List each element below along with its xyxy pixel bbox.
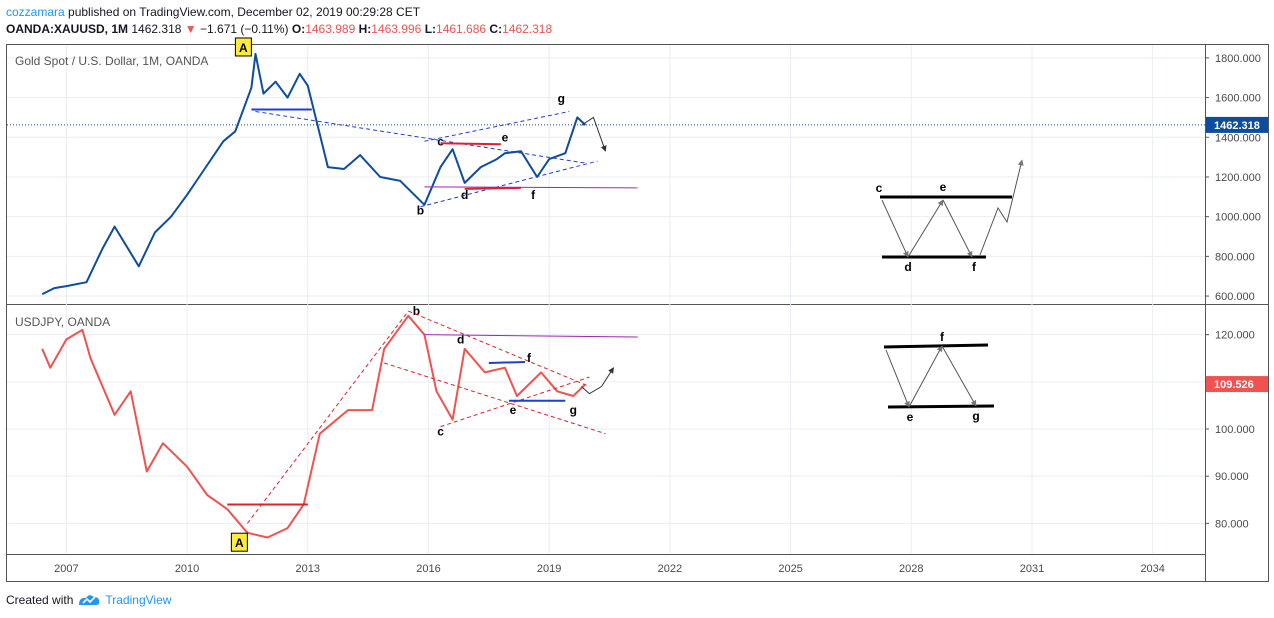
x-tick-label: 2019	[537, 563, 561, 575]
gold-last-price-tag	[1206, 116, 1268, 133]
high-label: H:	[358, 22, 372, 36]
usdjpy-scheme-label: g	[972, 409, 979, 423]
y-tick-label: 800.000	[1215, 251, 1255, 263]
wave-label: A	[235, 536, 244, 550]
gold-last-price-label: 1462.318	[1214, 120, 1260, 132]
usdjpy-scheme-arrow	[885, 349, 910, 408]
x-tick-label: 2016	[416, 563, 440, 575]
publish-header: cozzamara published on TradingView.com, …	[6, 5, 420, 19]
gold-lower-channel-line	[420, 160, 598, 208]
gold-scheme-arrow	[979, 159, 1024, 256]
gold-upper-wedge-line	[424, 110, 570, 142]
close-label: C:	[489, 22, 503, 36]
last-price: 1462.318	[131, 22, 182, 36]
usdjpy-scheme-arrow	[908, 345, 943, 408]
usdjpy-rising-trend-line	[247, 310, 409, 524]
usdjpy-projection-arrow	[581, 367, 614, 395]
usdjpy-falling-lower-line	[384, 362, 606, 435]
usdjpy-scheme-label: e	[907, 410, 914, 424]
wave-label: d	[457, 332, 464, 346]
y-tick-label: 1200.000	[1215, 172, 1261, 184]
usdjpy-f-level	[488, 361, 526, 364]
x-tick-label: 2031	[1020, 563, 1044, 575]
wave-label: b	[413, 304, 420, 318]
y-tick-label: 1600.000	[1215, 93, 1261, 105]
author-link[interactable]: cozzamara	[6, 5, 65, 19]
usdjpy-pane-title: USDJPY, OANDA	[15, 315, 110, 329]
wave-A-badge	[234, 37, 252, 57]
gold-d-level	[464, 186, 522, 190]
y-tick-label: 1400.000	[1215, 132, 1261, 144]
wave-label: f	[531, 188, 536, 202]
open-value: 1463.989	[305, 22, 356, 36]
tradingview-link[interactable]: TradingView	[105, 593, 172, 607]
gold-projection-arrow	[581, 116, 607, 152]
price-change: −1.671 (−0.11%)	[200, 22, 289, 36]
y-tick-label: 1000.000	[1215, 212, 1261, 224]
x-tick-label: 2025	[778, 563, 802, 575]
wave-label: g	[558, 92, 565, 106]
gold-price-line[interactable]	[41, 52, 587, 295]
usdjpy-scheme-arrow	[941, 345, 977, 407]
close-value: 1462.318	[502, 22, 553, 36]
x-tick-label: 2028	[899, 563, 923, 575]
usdjpy-last-price-label: 109.526	[1214, 379, 1254, 391]
gold-pane[interactable]: 600.000 800.000 1000.000 1200.000 1400.000 16…	[7, 37, 1268, 303]
gold-scheme-label: f	[972, 260, 977, 274]
y-tick-label: 1800.000	[1215, 53, 1261, 65]
high-value: 1463.996	[371, 22, 422, 36]
usdjpy-wedge-base-line	[440, 376, 590, 428]
wave-label: g	[570, 403, 577, 417]
low-value: 1461.686	[436, 22, 487, 36]
x-tick-label: 2013	[296, 563, 320, 575]
usdjpy-last-price-tag	[1206, 376, 1268, 393]
wave-label: c	[437, 134, 444, 148]
usdjpy-scheme-bottom-bar	[887, 404, 995, 409]
open-label: O:	[291, 22, 306, 36]
symbol-label: OANDA:XAUUSD, 1M	[6, 22, 129, 36]
grid	[7, 45, 1205, 554]
x-tick-label: 2010	[175, 563, 199, 575]
gold-scheme-label: c	[876, 181, 883, 195]
wave-label: e	[502, 130, 509, 144]
y-tick-label: 90.000	[1215, 471, 1249, 483]
gold-scheme-arrow	[942, 199, 973, 258]
usdjpy-pane[interactable]: 80.00090.000100.000110.000120.000109.526…	[41, 304, 1268, 552]
y-tick-label: 600.000	[1215, 291, 1255, 303]
wave-label: c	[437, 424, 444, 438]
x-tick-label: 2007	[54, 563, 78, 575]
gold-c-level	[440, 142, 501, 146]
wave-label: e	[510, 403, 517, 417]
usdjpy-price-line[interactable]	[41, 314, 587, 539]
tradingview-logo-icon	[79, 595, 100, 605]
usdjpy-falling-upper-line	[408, 310, 590, 388]
low-label: L:	[424, 22, 437, 36]
usdjpy-resistance-line	[424, 334, 638, 338]
wave-A-badge	[230, 532, 248, 552]
wave-label: A	[239, 41, 248, 55]
gold-scheme-arrow	[881, 199, 909, 258]
gold-scheme-label: e	[940, 180, 947, 194]
published-text: published on TradingView.com, December 0…	[68, 5, 421, 19]
wave-label: f	[527, 351, 532, 365]
y-tick-label: 120.000	[1215, 330, 1255, 342]
y-tick-label: 100.000	[1215, 424, 1255, 436]
down-arrow-icon: ▼	[184, 22, 197, 36]
time-axis[interactable]: 2007 2010 2013 2016 2019 2022 2025 2028 2031 2034	[54, 563, 1165, 575]
wave-label: b	[417, 204, 424, 218]
chart-frame	[6, 44, 1269, 582]
gold-scheme-label: d	[904, 260, 911, 274]
gold-pane-title: Gold Spot / U.S. Dollar, 1M, OANDA	[15, 54, 208, 68]
footer: Created with TradingView	[6, 593, 171, 607]
gold-support-line	[424, 186, 638, 189]
symbol-ohlc-line: OANDA:XAUUSD, 1M 1462.318 ▼ −1.671 (−0.1…	[6, 22, 552, 36]
usdjpy-scheme-label: f	[940, 330, 945, 344]
created-with-text: Created with	[6, 593, 74, 607]
x-tick-label: 2022	[658, 563, 682, 575]
y-tick-label: 80.000	[1215, 518, 1249, 530]
gold-scheme-arrow	[907, 199, 944, 258]
x-tick-label: 2034	[1140, 563, 1164, 575]
usdjpy-scheme-top-bar	[883, 343, 989, 349]
